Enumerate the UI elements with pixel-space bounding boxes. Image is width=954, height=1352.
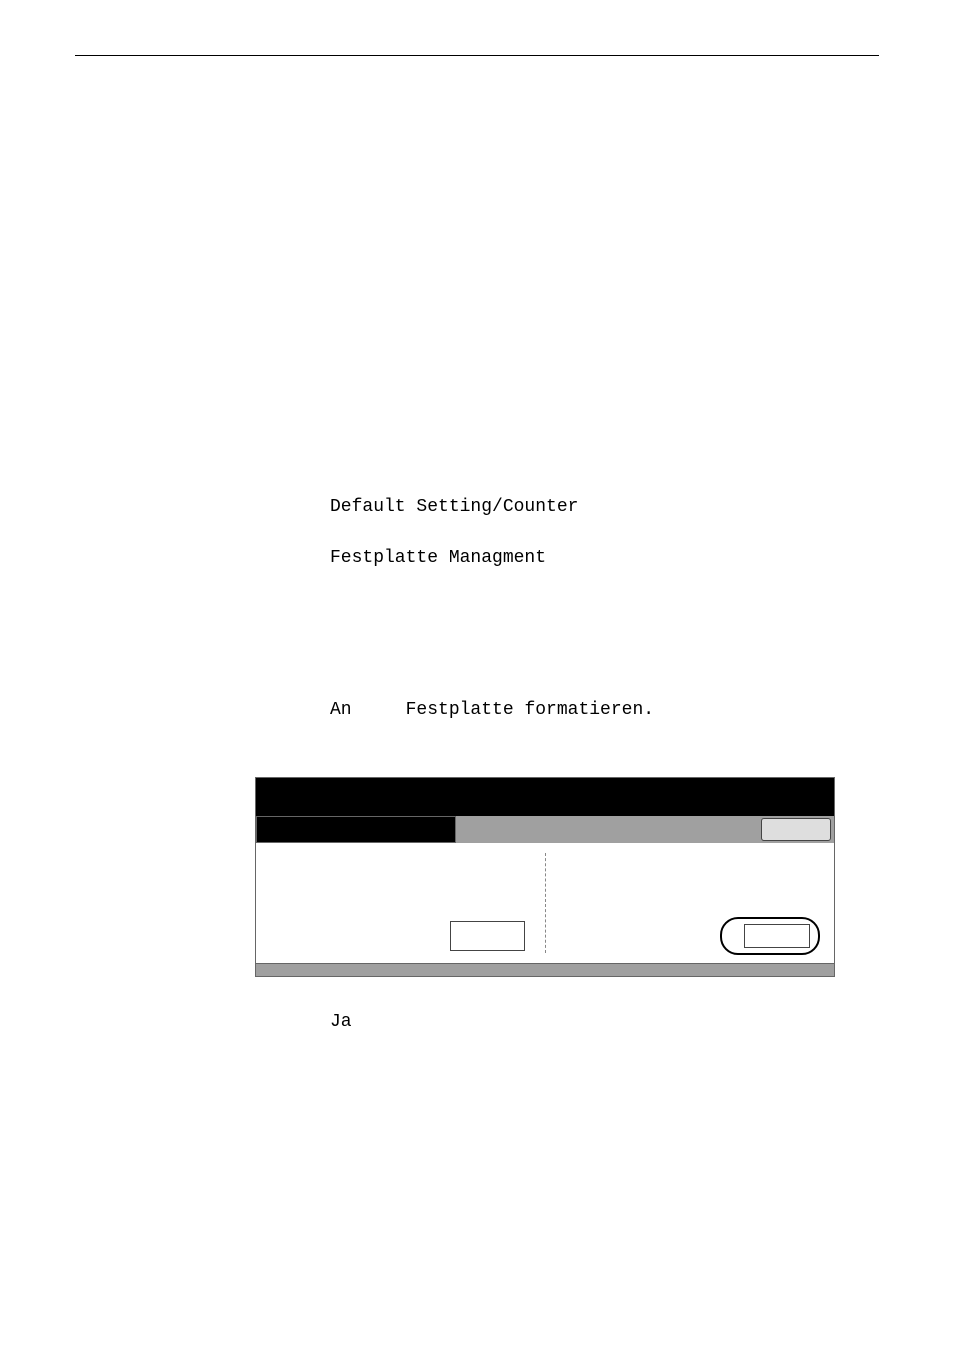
panel-left bbox=[256, 843, 545, 963]
text-an: An bbox=[330, 700, 352, 720]
panel-footer bbox=[256, 963, 834, 976]
left-button[interactable] bbox=[450, 921, 525, 951]
header-button[interactable] bbox=[761, 818, 831, 841]
text-default-setting: Default Setting/Counter bbox=[330, 496, 879, 519]
right-button-group bbox=[720, 917, 820, 955]
header-segment-gray bbox=[456, 816, 761, 843]
dialog-panel bbox=[255, 777, 835, 977]
panel-header bbox=[256, 816, 834, 843]
text-format: Festplatte formatieren. bbox=[406, 700, 654, 720]
text-ja: Ja bbox=[330, 1012, 352, 1032]
panel-body bbox=[256, 843, 834, 963]
text-festplatte-mgmt: Festplatte Managment bbox=[330, 547, 879, 570]
panel-right bbox=[545, 843, 834, 963]
right-button[interactable] bbox=[744, 924, 810, 948]
top-rule bbox=[75, 55, 879, 56]
text-ja-line: Ja bbox=[330, 1011, 879, 1034]
header-segment-dark bbox=[256, 816, 456, 843]
content-block: Default Setting/Counter Festplatte Manag… bbox=[330, 496, 879, 722]
text-format-line: An Festplatte formatieren. bbox=[330, 699, 879, 722]
panel-titlebar bbox=[256, 778, 834, 816]
